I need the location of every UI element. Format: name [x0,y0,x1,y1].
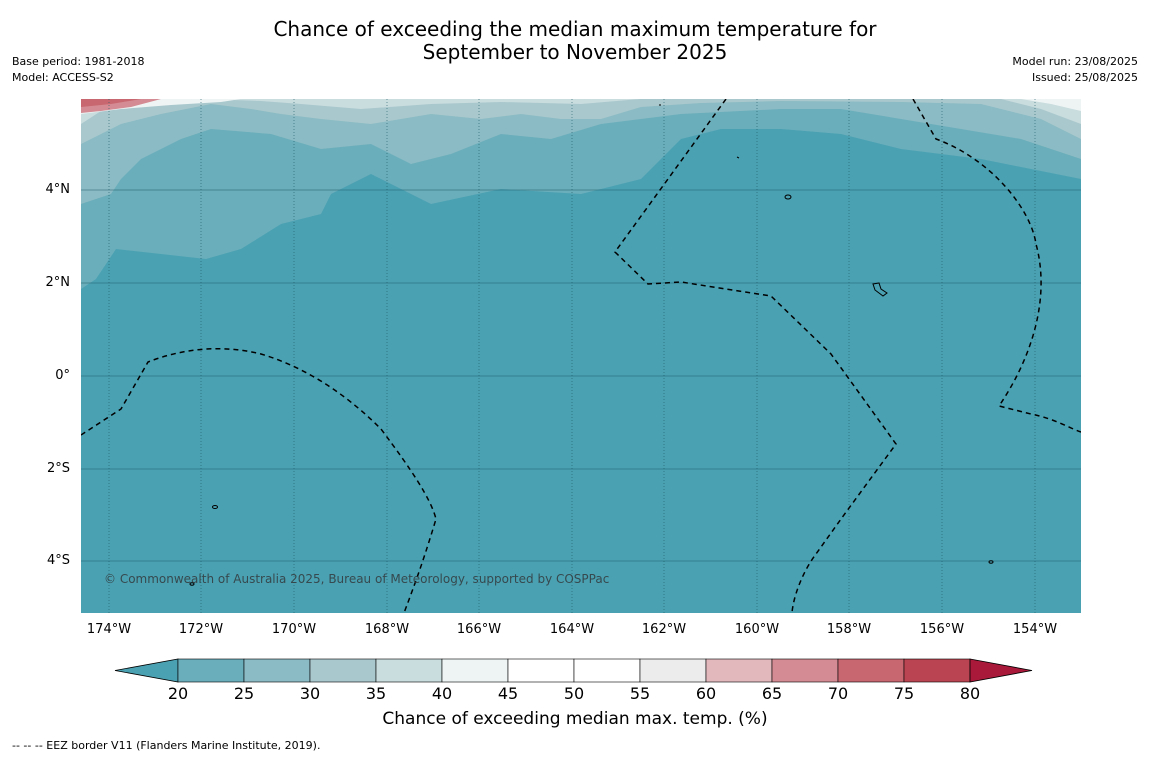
cb-tick-80: 80 [959,684,981,703]
footnote: -- -- -- EEZ border V11 (Flanders Marine… [12,739,321,752]
eez-borders [81,99,1081,613]
colorbar-segment [573,658,641,683]
cb-tick-20: 20 [167,684,189,703]
colorbar-segment [441,658,509,683]
colorbar-segment [771,658,839,683]
band-35-40 [81,99,1081,144]
latitude-lines [81,189,1081,562]
lon-label-160w: 160°W [734,622,780,637]
islands [189,104,994,586]
cb-tick-25: 25 [233,684,255,703]
colorbar-segment [507,658,575,683]
copyright-text: © Commonwealth of Australia 2025, Bureau… [104,572,610,586]
colorbar-segments [114,658,1033,683]
colorbar-segment [705,658,773,683]
colorbar-segment [639,658,707,683]
lon-label-158w: 158°W [826,622,872,637]
colorbar-segment [375,658,443,683]
cb-tick-30: 30 [299,684,321,703]
issued-date: Issued: 25/08/2025 [1031,71,1138,84]
lon-label-164w: 164°W [549,622,595,637]
model-name: Model: ACCESS-S2 [12,71,114,84]
lat-label-0: 0° [55,368,70,383]
band-30-35 [81,99,1081,204]
lon-label-162w: 162°W [641,622,687,637]
meta-right: Model run: 23/08/2025 Issued: 25/08/2025 [1012,54,1138,86]
band-40-45 [81,99,1081,124]
cb-tick-50: 50 [563,684,585,703]
cb-tick-55: 55 [629,684,651,703]
model-run: Model run: 23/08/2025 [1012,55,1138,68]
colorbar-segment [837,658,905,683]
lat-label-4n: 4°N [45,182,71,197]
lon-label-168w: 168°W [364,622,410,637]
meta-left: Base period: 1981-2018 Model: ACCESS-S2 [12,54,144,86]
lat-label-4s: 4°S [46,553,70,568]
lon-label-170w: 170°W [271,622,317,637]
lat-label-2s: 2°S [46,461,70,476]
lat-label-2n: 2°N [45,275,71,290]
band-warm-high [81,99,141,107]
title-line-1: Chance of exceeding the median maximum t… [273,17,877,41]
lon-label-154w: 154°W [1012,622,1058,637]
base-period: Base period: 1981-2018 [12,55,145,68]
colorbar-title: Chance of exceeding median max. temp. (%… [382,709,768,729]
colorbar-segment [243,658,311,683]
cb-tick-70: 70 [827,684,849,703]
colorbar-segment [903,658,971,683]
band-45-50 [81,99,1081,114]
cb-tick-40: 40 [431,684,453,703]
colorbar-segment [309,658,377,683]
cb-tick-75: 75 [893,684,915,703]
cb-tick-35: 35 [365,684,387,703]
lon-label-174w: 174°W [86,622,132,637]
cb-tick-60: 60 [695,684,717,703]
cb-tick-45: 45 [497,684,519,703]
forecast-map [81,99,1081,613]
lon-label-172w: 172°W [178,622,224,637]
colorbar [114,658,1033,683]
title-line-2: September to November 2025 [422,40,728,64]
colorbar-segment [177,658,245,683]
colorbar-extend-low [114,658,179,683]
cb-tick-65: 65 [761,684,783,703]
lon-label-166w: 166°W [456,622,502,637]
lon-label-156w: 156°W [919,622,965,637]
map-title: Chance of exceeding the median maximum t… [0,18,1150,64]
colorbar-extend-high [969,658,1033,683]
